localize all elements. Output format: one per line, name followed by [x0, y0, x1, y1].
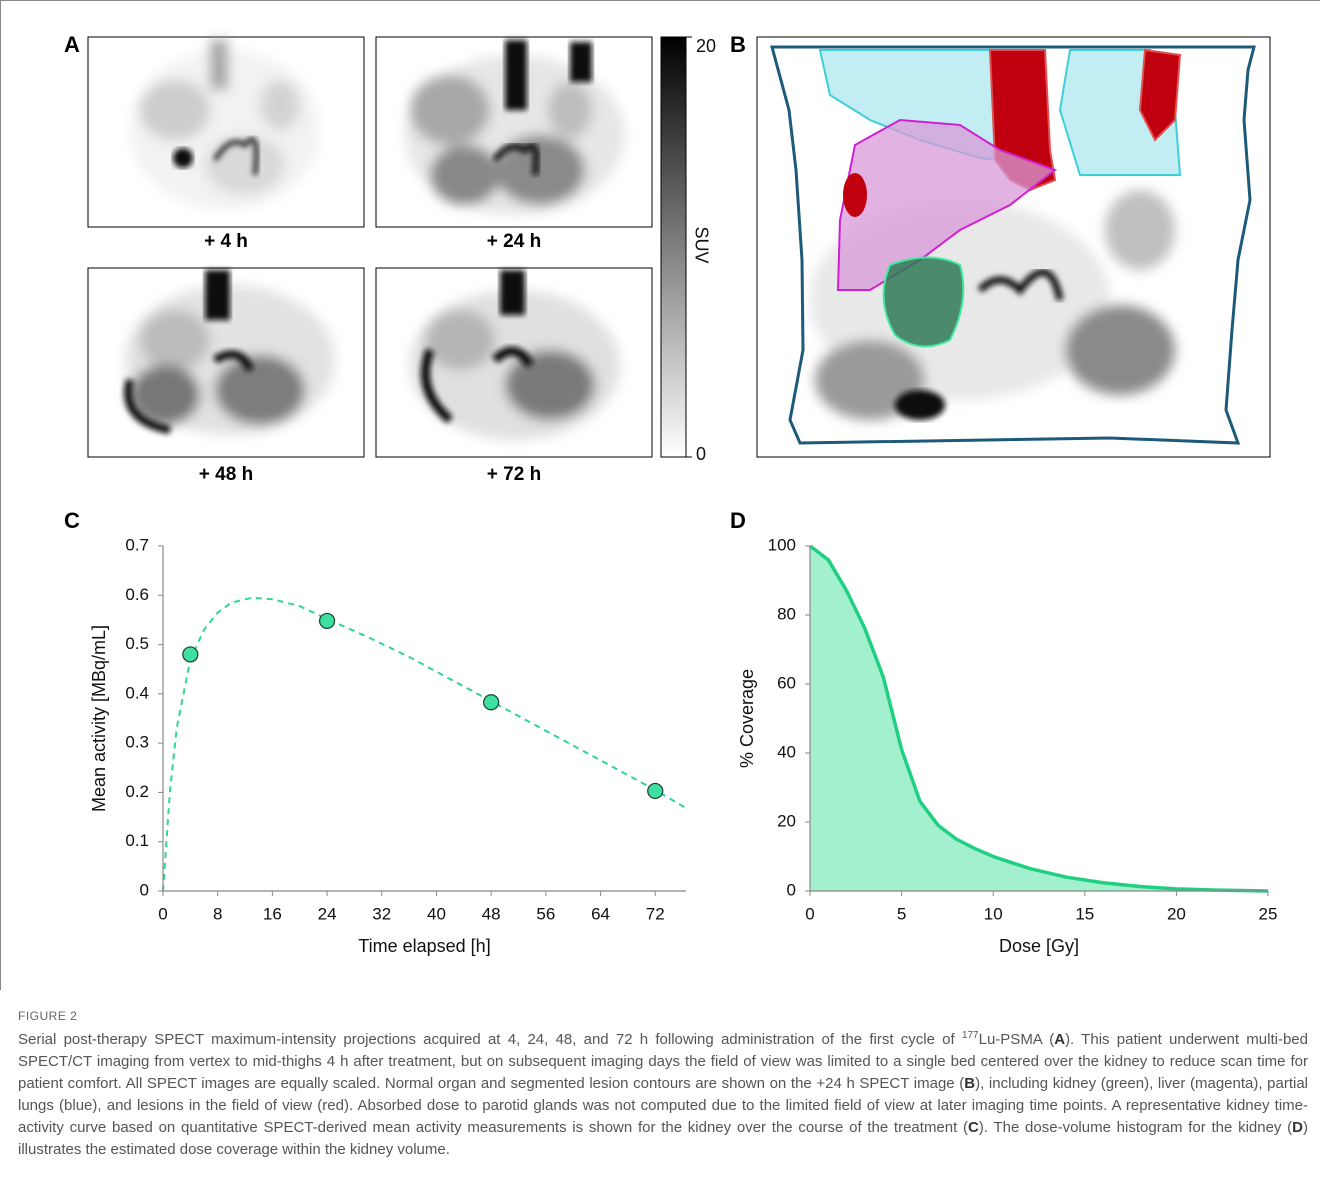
y-tick-label: 0.2 — [125, 782, 149, 801]
spect-image — [375, 267, 653, 458]
caption-panel-ref: B — [964, 1075, 976, 1092]
caption-text: Serial post-therapy SPECT maximum-intens… — [18, 1031, 962, 1048]
caption-panel-ref: D — [1292, 1119, 1303, 1136]
data-point — [182, 646, 199, 663]
x-tick-label: 72 — [646, 904, 665, 923]
x-tick-label: 8 — [213, 904, 222, 923]
y-tick-label: 20 — [777, 811, 796, 830]
x-tick-label: 20 — [1167, 904, 1186, 923]
x-tick-label: 32 — [372, 904, 391, 923]
panel-label: C — [64, 508, 80, 533]
area-line — [808, 544, 1269, 893]
y-tick-label: 60 — [777, 673, 796, 692]
y-tick-label: 0.7 — [125, 535, 149, 554]
caption: FIGURE 2 Serial post-therapy SPECT maximu… — [18, 1005, 1308, 1161]
panel-label: B — [730, 32, 746, 57]
image-label: + 48 h — [199, 464, 253, 485]
y-tick-label: 0.4 — [125, 683, 149, 702]
spect-image — [375, 36, 653, 228]
caption-superscript: 177 — [961, 1030, 979, 1041]
caption-heading: FIGURE 2 — [18, 1009, 78, 1023]
y-tick-label: 0.6 — [125, 585, 149, 604]
x-tick-label: 40 — [427, 904, 446, 923]
caption-panel-ref: A — [1054, 1031, 1066, 1048]
x-tick-label: 0 — [805, 904, 814, 923]
colorbar — [660, 36, 687, 458]
x-axis-label: Time elapsed [h] — [358, 936, 490, 956]
figure: SUV A B C D + 4 h + 24 h + 48 h + 72 h 0… — [0, 0, 1320, 990]
data-point — [318, 612, 336, 630]
segmented-image — [756, 36, 1271, 458]
x-tick-label: 16 — [263, 904, 282, 923]
x-tick-label: 10 — [984, 904, 1003, 923]
y-tick-label: 0.3 — [125, 733, 149, 752]
y-tick-label: 0 — [787, 880, 796, 899]
y-tick-label: 0 — [140, 880, 149, 899]
colorbar-label: SUV — [691, 226, 711, 263]
data-point — [647, 782, 664, 800]
y-tick-label: 0.5 — [125, 634, 149, 653]
caption-text: ). The dose-volume histogram for the kid… — [978, 1119, 1293, 1136]
y-tick-label: 80 — [777, 604, 796, 623]
caption-text: ), including kidney (green), liver (mage… — [18, 1075, 1308, 1136]
y-tick-label: 0.1 — [125, 831, 149, 850]
area-fill — [810, 546, 1268, 891]
x-tick-label: 0 — [158, 904, 167, 923]
y-axis-label: Mean activity [MBq/mL] — [89, 625, 109, 812]
x-tick-label: 25 — [1259, 904, 1278, 923]
image-label: + 72 h — [487, 464, 541, 485]
fit-line — [162, 596, 687, 892]
colorbar-tick-label: 0 — [696, 444, 706, 464]
x-tick-label: 5 — [897, 904, 906, 923]
x-tick-label: 48 — [482, 904, 501, 923]
x-tick-label: 56 — [536, 904, 555, 923]
caption-text: Lu-PSMA ( — [978, 1031, 1055, 1048]
panel-label: D — [730, 508, 746, 533]
y-axis-label: % Coverage — [737, 669, 757, 768]
panel-label: A — [64, 32, 80, 57]
x-tick-label: 24 — [318, 904, 337, 923]
image-label: + 24 h — [487, 231, 541, 252]
caption-text: ). This patient underwent multi-bed SPEC… — [18, 1031, 1308, 1092]
x-axis-label: Dose [Gy] — [999, 936, 1079, 956]
x-tick-label: 64 — [591, 904, 610, 923]
data-point — [483, 694, 500, 711]
y-tick-label: 40 — [777, 742, 796, 761]
colorbar-tick-label: 20 — [696, 36, 716, 56]
y-tick-label: 100 — [768, 535, 796, 554]
caption-text: ) illustrates the estimated dose coverag… — [18, 1119, 1308, 1158]
spect-image — [87, 36, 365, 228]
x-tick-label: 15 — [1075, 904, 1094, 923]
spect-image — [87, 267, 365, 458]
caption-panel-ref: C — [968, 1119, 979, 1136]
image-label: + 4 h — [204, 231, 248, 252]
